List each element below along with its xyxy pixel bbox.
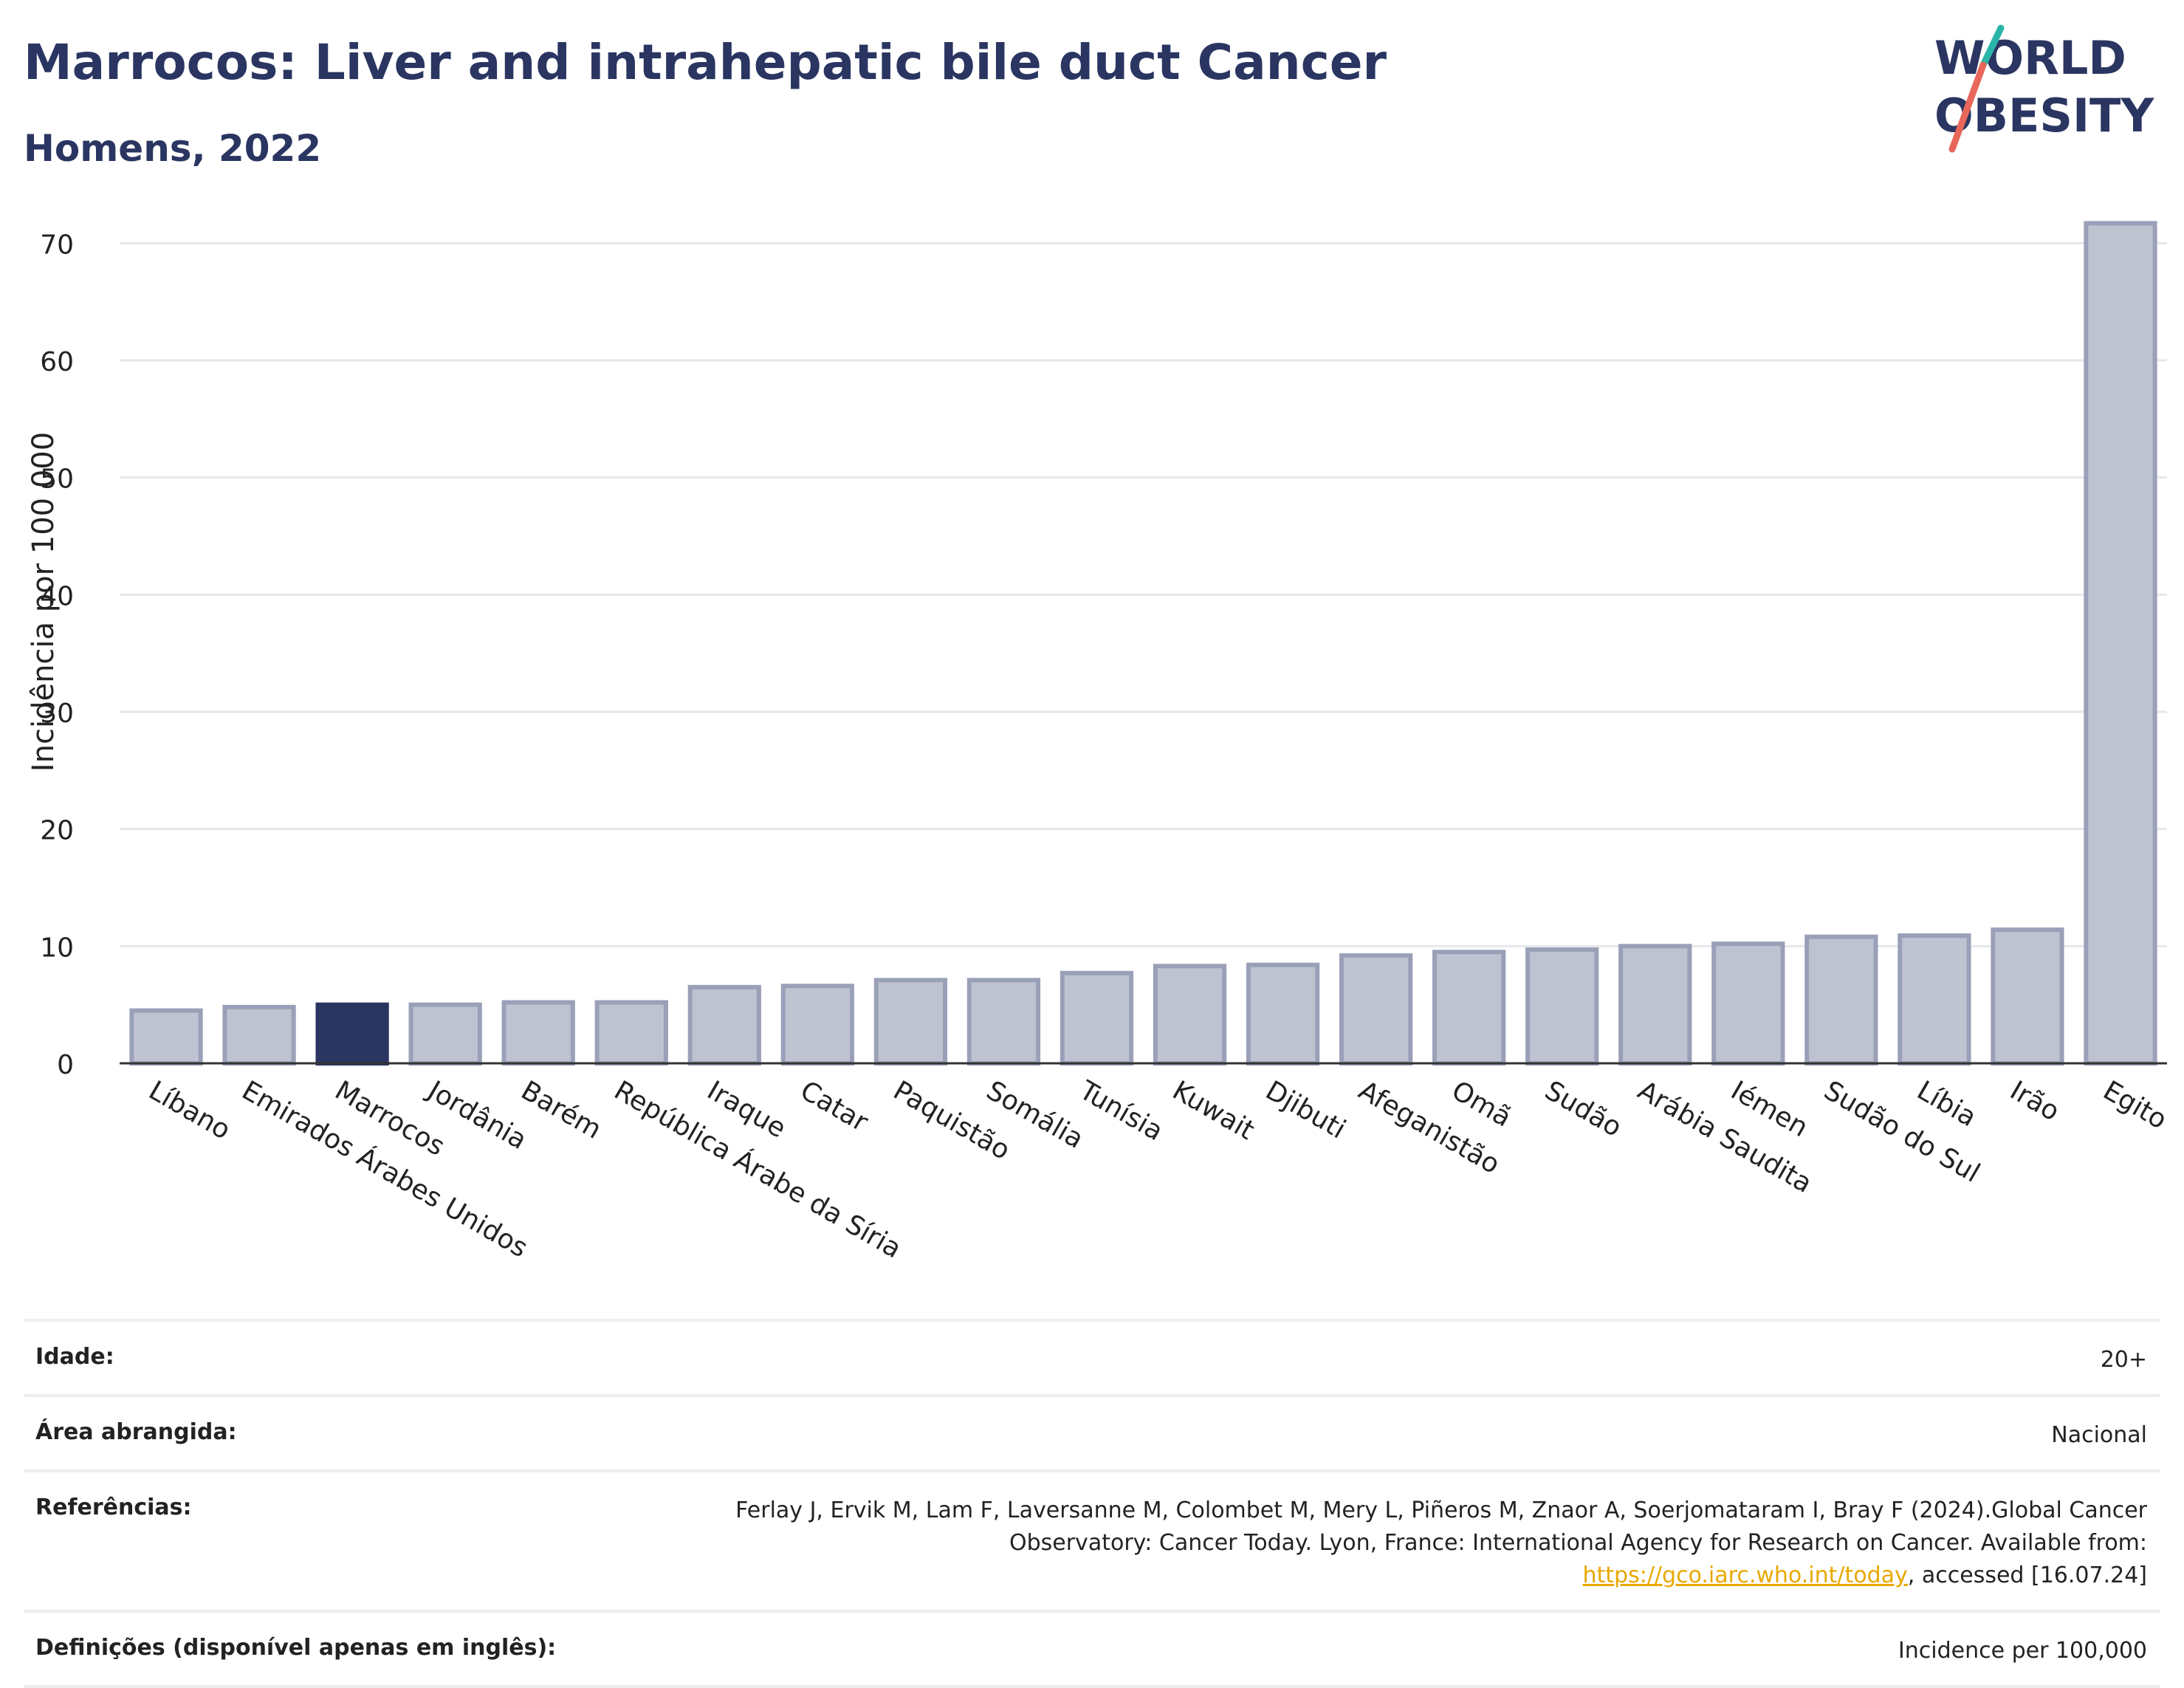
references-label: Referências: — [35, 1495, 192, 1520]
y-tick-label: 30 — [40, 699, 74, 729]
bar-líbia — [1898, 933, 1971, 1066]
area-label: Área abrangida: — [35, 1419, 237, 1445]
bar-sudão — [1525, 947, 1599, 1066]
y-tick-label: 70 — [40, 230, 74, 260]
bar-líbano — [129, 1008, 203, 1066]
logo-accent-teal — [1979, 24, 2005, 69]
info-row-definitions: Definições (disponível apenas em inglês)… — [24, 1610, 2160, 1688]
bar-egito — [2084, 221, 2157, 1066]
x-tick-label: Irão — [2005, 1075, 2064, 1127]
y-tick-label: 40 — [40, 581, 74, 611]
x-axis-ticks: Líbano Emirados Árabes UnidosMarrocosJord… — [144, 1074, 2172, 1264]
chart-subtitle: Homens, 2022 — [24, 127, 322, 170]
y-tick-label: 50 — [40, 464, 74, 495]
chart-title: Marrocos: Liver and intrahepatic bile du… — [24, 34, 1387, 91]
bar-catar — [780, 984, 854, 1066]
logo-accent-red — [1948, 61, 1987, 153]
references-text: Ferlay J, Ervik M, Lam F, Laversanne M, … — [735, 1497, 2147, 1556]
bar-afeganistão — [1339, 953, 1413, 1066]
x-tick-label: Djibuti — [1260, 1075, 1350, 1145]
info-row-age: Idade: 20+ — [24, 1319, 2160, 1394]
bar-chart: 0 10 20 30 40 50 60 70 Líbano Emirados Árabes Un… — [27, 221, 2172, 1264]
bar-jordânia — [408, 1002, 482, 1066]
logo-line1: WORLD — [1934, 31, 2126, 85]
x-tick-label: Kuwait — [1167, 1075, 1260, 1146]
info-row-area: Área abrangida: Nacional — [24, 1394, 2160, 1469]
bar-djibuti — [1246, 962, 1320, 1066]
bar-marrocos — [315, 1002, 389, 1066]
x-tick-label: Líbano — [144, 1075, 236, 1145]
x-tick-label: Sudão do Sul — [1819, 1075, 1985, 1189]
bars — [129, 221, 2157, 1066]
y-axis-ticks: 0 10 20 30 40 50 60 70 — [40, 230, 74, 1080]
x-tick-label: Omã — [1446, 1075, 1517, 1133]
age-value: 20+ — [2100, 1347, 2147, 1373]
bar-tunísia — [1060, 970, 1134, 1066]
bar-sudão-do-sul — [1804, 934, 1878, 1066]
bar-irão — [1991, 927, 2064, 1066]
info-row-references: Referências: Ferlay J, Ervik M, Lam F, L… — [24, 1469, 2160, 1610]
gridlines — [120, 241, 2167, 947]
y-tick-label: 60 — [40, 347, 74, 377]
world-obesity-logo: WORLD OBESITY — [1934, 24, 2154, 153]
y-tick-label: 10 — [40, 933, 74, 963]
x-tick-label: Líbia — [1912, 1075, 1981, 1133]
x-tick-label: Egito — [2098, 1075, 2171, 1135]
references-accessed: , accessed [16.07.24] — [1907, 1562, 2147, 1588]
bar-emirados-árabes-unidos — [222, 1004, 296, 1066]
bar-somália — [966, 978, 1041, 1066]
y-tick-label: 20 — [40, 816, 74, 846]
bar-barém — [501, 1000, 575, 1066]
bar-república-árabe-da-síria — [594, 1000, 668, 1066]
bar-paquistão — [873, 978, 948, 1066]
info-table: Idade: 20+ Área abrangida: Nacional Refe… — [24, 1319, 2160, 1688]
definitions-label: Definições (disponível apenas em inglês)… — [35, 1635, 557, 1661]
bar-omã — [1432, 950, 1506, 1066]
references-link[interactable]: https://gco.iarc.who.int/today — [1582, 1562, 1908, 1588]
bar-iémen — [1711, 941, 1785, 1066]
references-value: Ferlay J, Ervik M, Lam F, Laversanne M, … — [701, 1495, 2147, 1592]
x-tick-label: Barém — [516, 1075, 607, 1145]
definitions-value: Incidence per 100,000 — [1898, 1638, 2147, 1664]
bar-kuwait — [1153, 964, 1227, 1066]
area-value: Nacional — [2051, 1422, 2147, 1448]
age-label: Idade: — [35, 1344, 114, 1370]
bar-iraque — [687, 984, 761, 1066]
bar-arábia-saudita — [1618, 944, 1692, 1066]
x-tick-label: Tunísia — [1074, 1075, 1168, 1147]
y-axis-label: Incidência por 100 000 — [27, 432, 61, 772]
x-tick-label: Sudão — [1539, 1075, 1627, 1143]
y-tick-label: 0 — [57, 1050, 74, 1080]
x-tick-label: Catar — [795, 1075, 873, 1138]
